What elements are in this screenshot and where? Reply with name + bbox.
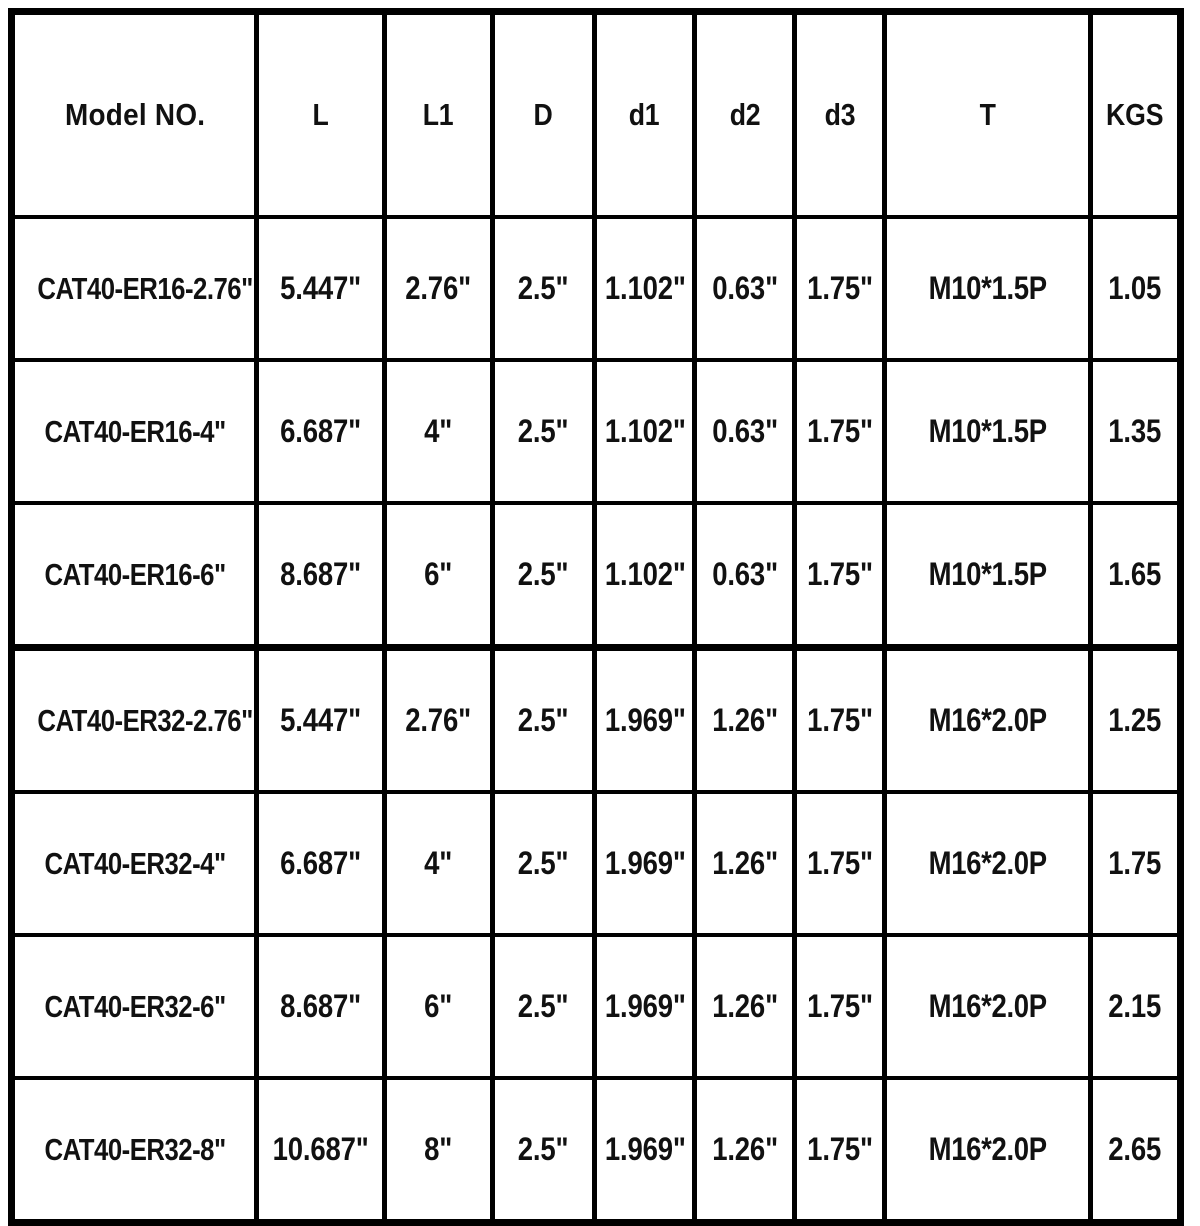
cell-t: M16*2.0P bbox=[899, 935, 1079, 1080]
cell-d2: 1.26" bbox=[701, 792, 790, 937]
cell-t: M10*1.5P bbox=[899, 503, 1079, 650]
cell-d3: 1.75" bbox=[801, 503, 881, 650]
cell-model: CAT40-ER32-4" bbox=[32, 792, 239, 937]
cell-d: 2.5" bbox=[499, 360, 590, 505]
cell-l1: 6" bbox=[391, 935, 487, 1080]
cell-d1: 1.969" bbox=[601, 935, 690, 1080]
header-row: Model NO. L L1 D d1 d2 d3 T KGS bbox=[12, 11, 1181, 219]
column-header-d3: d3 bbox=[801, 11, 881, 219]
cell-d1: 1.969" bbox=[601, 792, 690, 937]
cell-t: M10*1.5P bbox=[899, 360, 1079, 505]
column-header-d2: d2 bbox=[701, 11, 790, 219]
cell-d1: 1.102" bbox=[601, 503, 690, 650]
cell-kgs: 1.05 bbox=[1096, 217, 1175, 362]
cell-d: 2.5" bbox=[499, 217, 590, 362]
cell-d3: 1.75" bbox=[801, 1078, 881, 1223]
cell-d3: 1.75" bbox=[801, 792, 881, 937]
column-header-model: Model NO. bbox=[23, 11, 247, 219]
cell-l1: 8" bbox=[391, 1078, 487, 1223]
cell-t: M16*2.0P bbox=[899, 792, 1079, 937]
cell-model: CAT40-ER32-2.76" bbox=[32, 644, 253, 794]
table-row: CAT40-ER32-8" 10.687" 8" 2.5" 1.969" 1.2… bbox=[12, 1078, 1181, 1223]
cell-l: 8.687" bbox=[265, 503, 378, 650]
cell-kgs: 1.25 bbox=[1096, 644, 1175, 794]
cell-d3: 1.75" bbox=[801, 360, 881, 505]
table-row: CAT40-ER16-4" 6.687" 4" 2.5" 1.102" 0.63… bbox=[12, 360, 1181, 505]
cell-kgs: 2.65 bbox=[1108, 1131, 1162, 1167]
table-row: CAT40-ER32-6" 8.687" 6" 2.5" 1.969" 1.26… bbox=[12, 935, 1181, 1080]
cell-t: M16*2.0P bbox=[899, 644, 1079, 794]
cell-d3: 1.75" bbox=[801, 935, 881, 1080]
cell-d1: 1.102" bbox=[601, 360, 690, 505]
cell-d2: 1.26" bbox=[701, 935, 790, 1080]
table-body: CAT40-ER16-2.76" 5.447" 2.76" 2.5" 1.102… bbox=[12, 217, 1181, 1223]
column-header-l: L bbox=[265, 11, 378, 219]
cell-d1: 1.969" bbox=[601, 1078, 690, 1223]
spec-sheet: Model NO. L L1 D d1 d2 d3 T KGS CAT40-ER… bbox=[8, 8, 1184, 1226]
cell-d2: 1.26" bbox=[701, 1078, 790, 1223]
cell-d: 2.5" bbox=[499, 792, 590, 937]
cell-kgs: 2.15 bbox=[1096, 935, 1175, 1080]
cell-d: 2.5" bbox=[499, 935, 590, 1080]
cell-l1: 4" bbox=[391, 792, 487, 937]
column-header-kgs: KGS bbox=[1096, 11, 1175, 219]
cell-l: 6.687" bbox=[265, 792, 378, 937]
cell-l: 8.687" bbox=[265, 935, 378, 1080]
cell-t: M10*1.5P bbox=[899, 217, 1079, 362]
cell-kgs: 1.75 bbox=[1096, 792, 1175, 937]
specification-table: Model NO. L L1 D d1 d2 d3 T KGS CAT40-ER… bbox=[8, 8, 1184, 1226]
column-header-d: D bbox=[499, 11, 590, 219]
cell-kgs: 1.35 bbox=[1096, 360, 1175, 505]
cell-l1: 4" bbox=[391, 360, 487, 505]
cell-l1: 6" bbox=[391, 503, 487, 650]
cell-model: CAT40-ER32-6" bbox=[32, 935, 239, 1080]
column-header-d1: d1 bbox=[601, 11, 690, 219]
column-header-l1: L1 bbox=[391, 11, 487, 219]
cell-d2: 0.63" bbox=[701, 360, 790, 505]
cell-l: 5.447" bbox=[265, 644, 378, 794]
table-row: CAT40-ER32-4" 6.687" 4" 2.5" 1.969" 1.26… bbox=[12, 792, 1181, 937]
cell-d3: 1.75" bbox=[801, 644, 881, 794]
cell-t: M16*2.0P bbox=[899, 1078, 1079, 1223]
column-header-t: T bbox=[899, 11, 1079, 219]
table-row: CAT40-ER16-6" 8.687" 6" 2.5" 1.102" 0.63… bbox=[12, 503, 1181, 650]
cell-l: 5.447" bbox=[265, 217, 378, 362]
cell-model: CAT40-ER16-4" bbox=[32, 360, 239, 505]
cell-model: CAT40-ER16-2.76" bbox=[32, 217, 253, 362]
cell-d1: 1.102" bbox=[601, 217, 690, 362]
cell-l: 6.687" bbox=[265, 360, 378, 505]
cell-d1: 1.969" bbox=[601, 644, 690, 794]
cell-d: 2.5" bbox=[499, 503, 590, 650]
cell-l1: 2.76" bbox=[391, 217, 487, 362]
cell-d2: 0.63" bbox=[701, 217, 790, 362]
cell-d3: 1.75" bbox=[801, 217, 881, 362]
cell-model: CAT40-ER16-6" bbox=[32, 503, 239, 650]
cell-d: 2.5" bbox=[499, 1078, 590, 1223]
table-row: CAT40-ER16-2.76" 5.447" 2.76" 2.5" 1.102… bbox=[12, 217, 1181, 362]
cell-l: 10.687" bbox=[265, 1078, 378, 1223]
cell-l1: 2.76" bbox=[391, 644, 487, 794]
cell-d: 2.5" bbox=[499, 644, 590, 794]
cell-d2: 1.26" bbox=[701, 644, 790, 794]
table-header: Model NO. L L1 D d1 d2 d3 T KGS bbox=[12, 11, 1181, 219]
cell-d2: 0.63" bbox=[701, 503, 790, 650]
cell-kgs: 1.65 bbox=[1096, 503, 1175, 650]
table-row: CAT40-ER32-2.76" 5.447" 2.76" 2.5" 1.969… bbox=[12, 644, 1181, 794]
cell-model: CAT40-ER32-8" bbox=[32, 1078, 239, 1223]
